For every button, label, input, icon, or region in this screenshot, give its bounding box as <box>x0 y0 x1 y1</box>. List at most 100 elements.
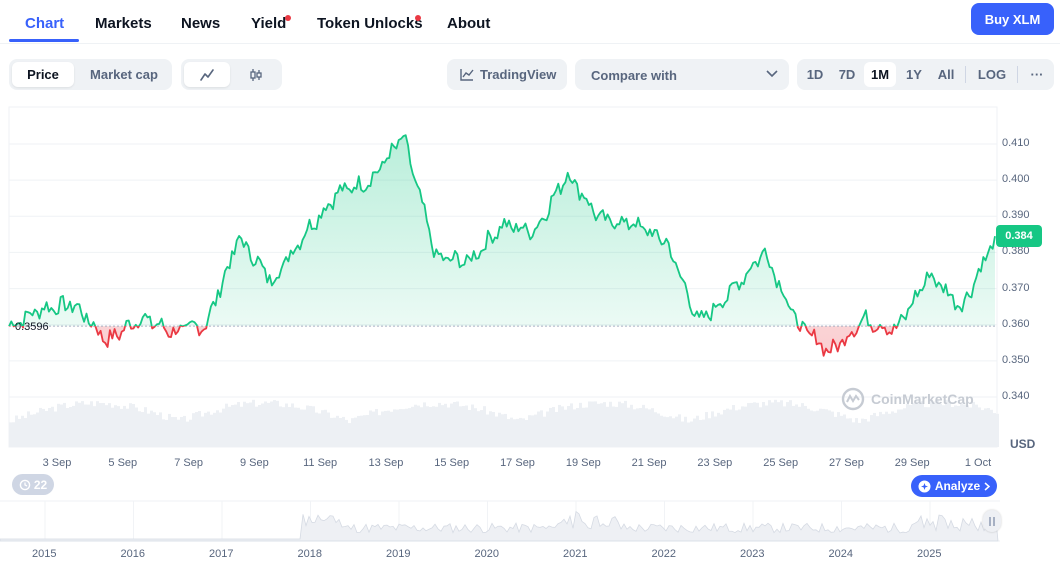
volume-bar <box>669 416 672 447</box>
open-price-label: 0.3596 <box>15 321 49 333</box>
volume-bar <box>582 407 585 447</box>
volume-bar <box>567 406 570 447</box>
navigator-year-label: 2017 <box>209 548 234 560</box>
x-tick-label: 23 Sep <box>697 457 733 469</box>
volume-bar <box>255 406 258 447</box>
volume-bar <box>651 408 654 447</box>
volume-bar <box>402 409 405 447</box>
volume-bar <box>732 404 735 447</box>
analyze-button[interactable]: Analyze <box>911 475 997 497</box>
volume-bar <box>639 407 642 447</box>
range-1m[interactable]: 1M <box>864 62 896 87</box>
volume-bar <box>495 416 498 447</box>
volume-bar <box>675 416 678 447</box>
volume-bar <box>897 409 900 447</box>
navigator-chart[interactable] <box>0 500 1000 542</box>
volume-bar <box>60 404 63 447</box>
volume-bar <box>663 416 666 447</box>
tab-about[interactable]: About <box>447 15 491 32</box>
candlestick-button[interactable] <box>233 62 279 87</box>
volume-bar <box>372 411 375 447</box>
volume-bar <box>180 417 183 447</box>
volume-bar <box>147 413 150 447</box>
coinmarketcap-logo-icon <box>841 387 865 411</box>
volume-bar <box>132 404 135 447</box>
volume-bar <box>231 405 234 447</box>
volume-bar <box>468 409 471 447</box>
volume-bar <box>570 403 573 447</box>
volume-bar <box>600 403 603 447</box>
line-chart-button[interactable] <box>184 62 230 87</box>
range-1y[interactable]: 1Y <box>906 67 922 82</box>
tradingview-label: TradingView <box>480 67 557 82</box>
volume-bar <box>972 401 975 447</box>
volume-bar <box>69 406 72 447</box>
volume-bar <box>624 400 627 447</box>
x-tick-label: 11 Sep <box>303 457 338 469</box>
volume-bar <box>18 418 21 447</box>
volume-bar <box>537 411 540 447</box>
volume-bar <box>213 412 216 447</box>
more-options-button[interactable]: ··· <box>1030 67 1044 82</box>
volume-bar <box>399 409 402 447</box>
volume-bar <box>423 402 426 447</box>
indicator-count-button[interactable]: 22 <box>12 474 54 495</box>
price-area-up <box>9 135 995 327</box>
range-1d[interactable]: 1D <box>806 67 824 82</box>
y-tick-label: 0.340 <box>1002 390 1030 402</box>
volume-bar <box>366 414 369 447</box>
range-7d[interactable]: 7D <box>838 67 856 82</box>
volume-bar <box>657 413 660 447</box>
tab-token-unlocks[interactable]: Token Unlocks <box>317 15 423 32</box>
volume-bar <box>225 403 228 447</box>
volume-bar <box>201 416 204 447</box>
volume-bar <box>756 402 759 447</box>
volume-bar <box>345 419 348 447</box>
tab-chart[interactable]: Chart <box>25 15 65 32</box>
volume-bar <box>621 403 624 447</box>
volume-bar <box>453 402 456 447</box>
tab-news[interactable]: News <box>181 15 221 32</box>
volume-bar <box>699 420 702 447</box>
volume-bar <box>576 408 579 447</box>
price-tab[interactable]: Price <box>12 62 74 87</box>
volume-bar <box>276 400 279 447</box>
volume-bar <box>801 403 804 447</box>
trend-chart-icon <box>460 69 474 81</box>
volume-bar <box>825 409 828 447</box>
volume-bar <box>108 403 111 447</box>
volume-bar <box>135 407 138 447</box>
log-scale-toggle[interactable]: LOG <box>977 67 1007 82</box>
volume-bar <box>684 416 687 447</box>
volume-bar <box>558 404 561 447</box>
volume-bar <box>969 407 972 447</box>
volume-bar <box>84 404 87 447</box>
volume-bar <box>447 407 450 447</box>
y-tick-label: 0.400 <box>1002 173 1030 186</box>
volume-bar <box>492 411 495 447</box>
volume-bar <box>894 412 897 447</box>
volume-bar <box>504 413 507 447</box>
market-cap-tab[interactable]: Market cap <box>90 67 158 82</box>
tab-yield[interactable]: Yield <box>251 15 287 32</box>
y-tick-label: 0.370 <box>1002 281 1030 294</box>
volume-bar <box>72 405 75 447</box>
navigator-handle[interactable] <box>983 510 1001 532</box>
price-line-down <box>8 326 899 357</box>
divider <box>1017 66 1018 83</box>
volume-bar <box>531 415 534 447</box>
compare-with-select[interactable]: Compare with <box>575 59 789 90</box>
buy-xlm-button[interactable]: Buy XLM <box>971 3 1054 35</box>
volume-bar <box>729 409 732 447</box>
volume-bar <box>828 410 831 447</box>
volume-bar <box>390 411 393 447</box>
y-tick-label: 0.390 <box>1002 209 1030 222</box>
range-all[interactable]: All <box>937 67 955 82</box>
volume-bar <box>204 412 207 447</box>
volume-bar <box>270 401 273 447</box>
volume-bar <box>711 411 714 447</box>
tab-markets[interactable]: Markets <box>95 15 152 32</box>
tradingview-button[interactable]: TradingView <box>447 59 567 90</box>
volume-bar <box>354 417 357 447</box>
